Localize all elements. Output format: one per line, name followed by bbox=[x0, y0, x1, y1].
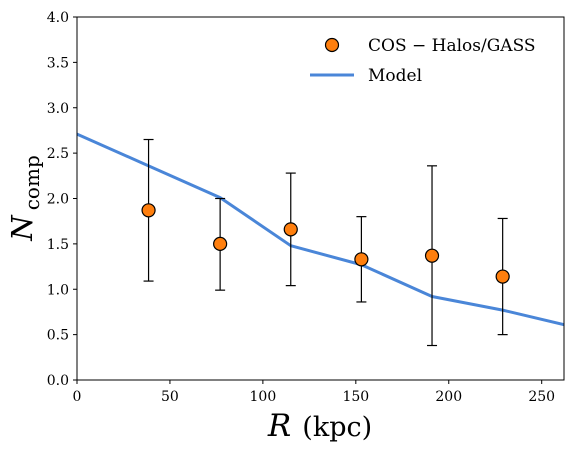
x-tick-label: 100 bbox=[250, 389, 277, 405]
data-point bbox=[141, 203, 156, 218]
legend-label-cos-halos: COS − Halos/GASS bbox=[368, 36, 536, 56]
y-tick-label: 3.5 bbox=[47, 55, 69, 71]
x-tick-label: 250 bbox=[528, 389, 555, 405]
y-tick-label: 4.0 bbox=[47, 10, 69, 26]
legend: COS − Halos/GASS Model bbox=[310, 36, 536, 86]
y-tick-label: 2.0 bbox=[47, 192, 69, 208]
legend-label-model: Model bbox=[368, 66, 422, 86]
data-point bbox=[283, 222, 298, 237]
y-axis-symbol: N bbox=[5, 214, 39, 242]
x-tick-label: 200 bbox=[435, 389, 462, 405]
y-tick-label: 1.5 bbox=[47, 237, 69, 253]
data-point bbox=[354, 252, 369, 267]
y-tick-label: 1.0 bbox=[47, 282, 69, 298]
x-tick-label: 50 bbox=[161, 389, 179, 405]
x-axis-unit: (kpc) bbox=[302, 412, 372, 443]
data-point bbox=[424, 248, 440, 263]
plot-area bbox=[77, 17, 564, 380]
x-tick-label: 150 bbox=[342, 389, 369, 405]
x-tick-label: 0 bbox=[73, 389, 82, 405]
y-tick-label: 3.0 bbox=[47, 101, 69, 117]
y-axis-subscript: comp bbox=[20, 155, 44, 210]
data-point bbox=[213, 236, 228, 251]
axes-layer: 0 50 100 150 200 250 0.0 0.5 1.0 1.5 2.0 2.5 3.0 3.5 4… bbox=[47, 10, 555, 405]
x-axis-symbol: R bbox=[267, 408, 291, 444]
y-tick-label: 0.5 bbox=[47, 328, 69, 344]
data-point bbox=[495, 269, 510, 284]
y-axis-title: N comp bbox=[5, 155, 44, 241]
series-layer bbox=[77, 132, 564, 347]
legend-marker-cos-halos bbox=[324, 37, 340, 53]
y-tick-label: 2.5 bbox=[47, 146, 69, 162]
x-axis-title: R (kpc) bbox=[267, 408, 372, 444]
y-tick-label: 0.0 bbox=[47, 373, 69, 389]
model-line bbox=[77, 132, 564, 327]
